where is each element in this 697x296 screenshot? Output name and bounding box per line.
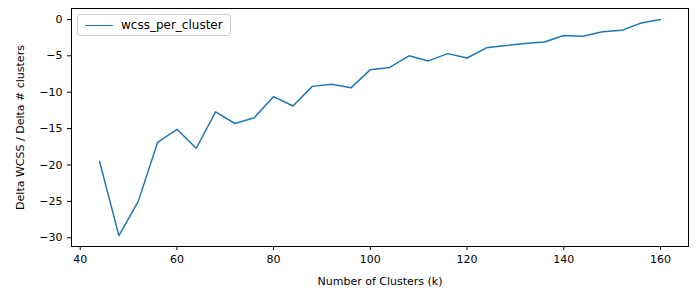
svg-text:−20: −20 (39, 159, 62, 172)
svg-text:Delta WCSS / Delta # clusters: Delta WCSS / Delta # clusters (14, 45, 27, 210)
svg-text:100: 100 (360, 253, 381, 266)
svg-text:0: 0 (56, 13, 63, 26)
svg-text:−5: −5 (46, 49, 62, 62)
svg-text:−15: −15 (39, 122, 62, 135)
svg-text:60: 60 (170, 253, 184, 266)
svg-text:80: 80 (267, 253, 281, 266)
html-text:wcss_per_cluster: wcss_per_cluster (121, 18, 223, 32)
svg-text:160: 160 (650, 253, 671, 266)
svg-text:−25: −25 (39, 195, 62, 208)
svg-text:140: 140 (553, 253, 574, 266)
svg-text:120: 120 (457, 253, 478, 266)
svg-text:40: 40 (73, 253, 87, 266)
svg-text:−30: −30 (39, 231, 62, 244)
svg-text:Number of Clusters (k): Number of Clusters (k) (317, 275, 442, 288)
svg-text:−10: −10 (39, 86, 62, 99)
